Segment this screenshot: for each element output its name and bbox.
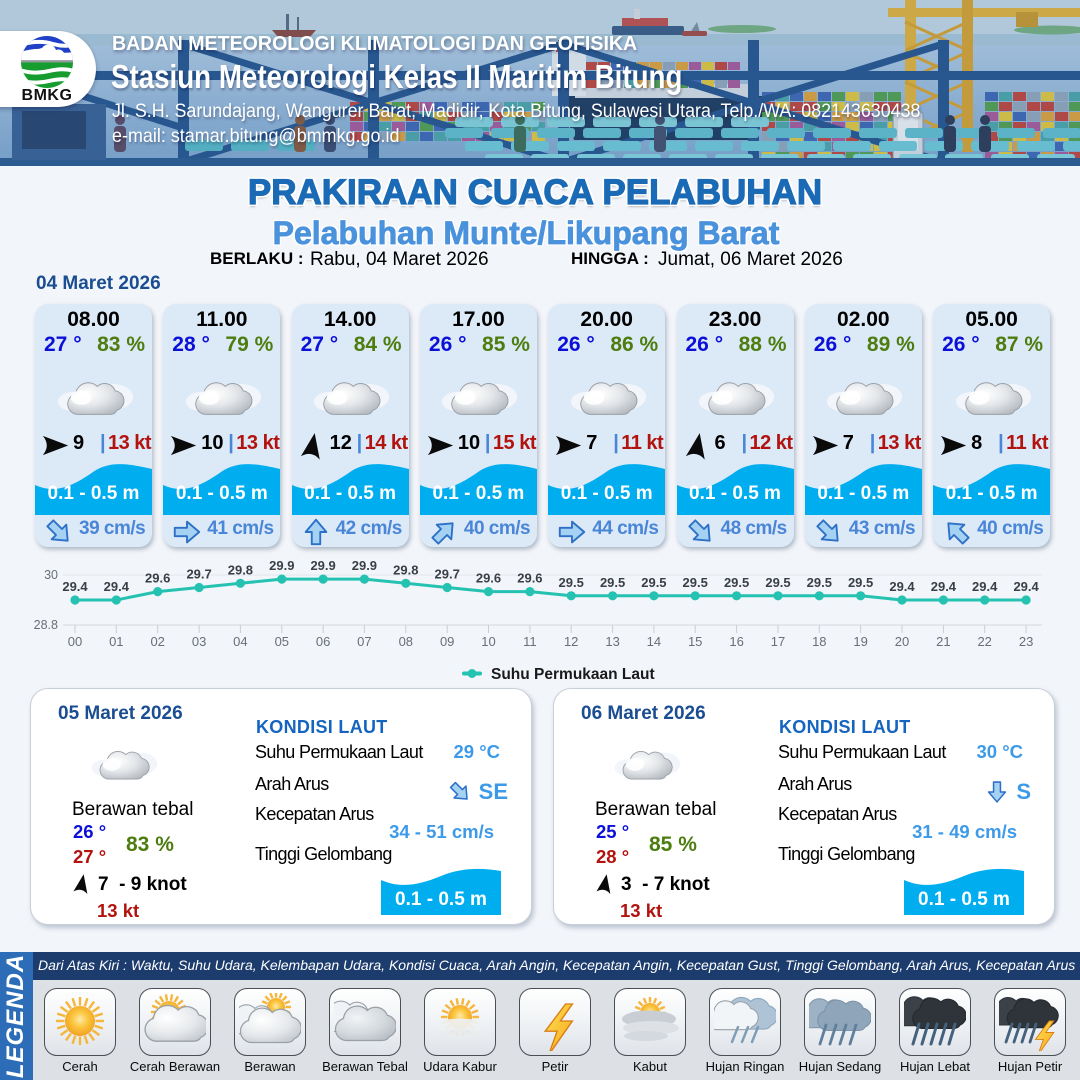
svg-text:30: 30 [44, 568, 58, 582]
svg-text:29.4: 29.4 [62, 579, 88, 594]
svg-text:29.4: 29.4 [1013, 579, 1039, 594]
svg-text:03: 03 [192, 634, 206, 649]
svg-text:20: 20 [895, 634, 909, 649]
svg-text:29.6: 29.6 [476, 571, 501, 586]
svg-text:22: 22 [977, 634, 991, 649]
svg-text:29.4: 29.4 [889, 579, 915, 594]
svg-text:19: 19 [853, 634, 867, 649]
svg-text:29.8: 29.8 [228, 562, 253, 577]
svg-text:10: 10 [481, 634, 495, 649]
svg-text:29.5: 29.5 [683, 575, 708, 590]
svg-text:29.7: 29.7 [435, 567, 460, 582]
svg-text:29.9: 29.9 [310, 558, 335, 573]
svg-text:29.5: 29.5 [600, 575, 625, 590]
svg-text:12: 12 [564, 634, 578, 649]
svg-text:29.6: 29.6 [145, 571, 170, 586]
svg-text:23: 23 [1019, 634, 1033, 649]
svg-text:29.5: 29.5 [848, 575, 873, 590]
svg-text:06: 06 [316, 634, 330, 649]
svg-text:11: 11 [523, 634, 537, 649]
svg-text:29.4: 29.4 [972, 579, 998, 594]
svg-text:17: 17 [771, 634, 785, 649]
svg-text:29.4: 29.4 [931, 579, 957, 594]
svg-text:01: 01 [109, 634, 123, 649]
svg-text:21: 21 [936, 634, 950, 649]
svg-text:29.8: 29.8 [393, 562, 418, 577]
svg-text:28.8: 28.8 [34, 618, 58, 632]
svg-text:29.5: 29.5 [765, 575, 790, 590]
svg-text:02: 02 [150, 634, 164, 649]
svg-text:29.5: 29.5 [724, 575, 749, 590]
svg-text:29.4: 29.4 [104, 579, 130, 594]
svg-text:09: 09 [440, 634, 454, 649]
svg-text:29.5: 29.5 [559, 575, 584, 590]
svg-text:13: 13 [605, 634, 619, 649]
svg-text:29.5: 29.5 [807, 575, 832, 590]
svg-text:29.7: 29.7 [186, 567, 211, 582]
svg-text:05: 05 [275, 634, 289, 649]
svg-text:15: 15 [688, 634, 702, 649]
svg-text:29.9: 29.9 [269, 558, 294, 573]
svg-text:18: 18 [812, 634, 826, 649]
svg-text:29.6: 29.6 [517, 571, 542, 586]
svg-text:00: 00 [68, 634, 82, 649]
svg-text:14: 14 [647, 634, 661, 649]
svg-text:Suhu Permukaan Laut: Suhu Permukaan Laut [491, 666, 655, 683]
svg-text:07: 07 [357, 634, 371, 649]
svg-text:16: 16 [729, 634, 743, 649]
svg-text:08: 08 [399, 634, 413, 649]
svg-text:29.5: 29.5 [641, 575, 666, 590]
svg-text:29.9: 29.9 [352, 558, 377, 573]
svg-text:04: 04 [233, 634, 247, 649]
